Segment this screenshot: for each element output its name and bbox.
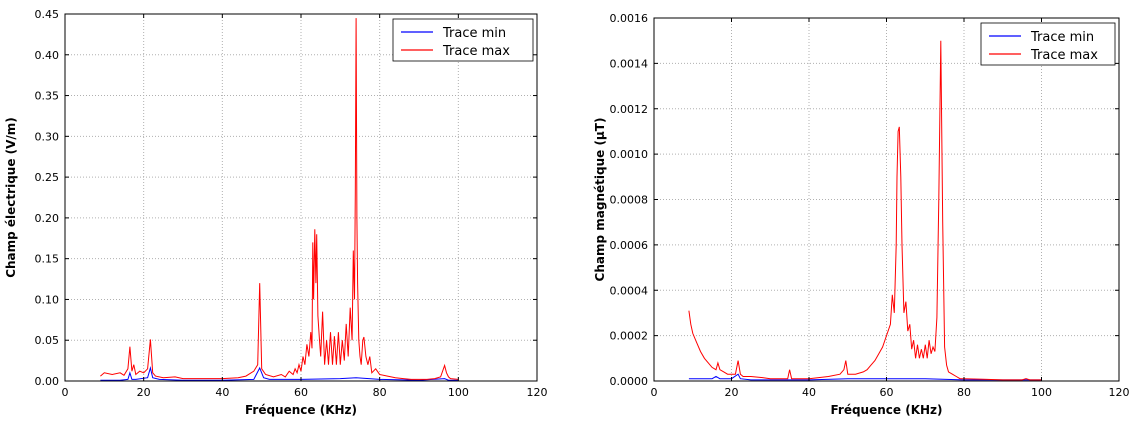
y-tick-label: 0.35 bbox=[35, 90, 60, 103]
y-tick-label: 0.0010 bbox=[610, 148, 649, 161]
y-tick-label: 0.20 bbox=[35, 212, 60, 225]
x-tick-label: 0 bbox=[651, 386, 658, 399]
legend: Trace min Trace max bbox=[392, 18, 534, 62]
y-tick-label: 0.05 bbox=[35, 334, 60, 347]
x-tick-label: 60 bbox=[880, 386, 894, 399]
legend-label: Trace min bbox=[1030, 30, 1094, 45]
y-tick-label: 0.00 bbox=[35, 375, 60, 388]
chart-svg-1: 0 20 40 60 80 100 120 0.0000 0.0002 0.0004 0.0006 0… bbox=[593, 12, 1130, 417]
series-line-trace-max bbox=[100, 18, 459, 380]
y-tick-label: 0.0012 bbox=[610, 103, 649, 116]
x-tick-label: 100 bbox=[1031, 386, 1052, 399]
x-tick-label: 20 bbox=[137, 386, 151, 399]
y-tick-label: 0.10 bbox=[35, 293, 60, 306]
x-tick-label: 60 bbox=[294, 386, 308, 399]
y-tick-label: 0.0014 bbox=[610, 57, 649, 70]
y-tick-label: 0.0016 bbox=[610, 12, 649, 25]
chart-svg-0: 0 20 40 60 80 100 120 0.00 0.05 0.10 0.15 0.20 0.25 0… bbox=[4, 8, 548, 417]
legend-box bbox=[980, 22, 1116, 66]
grid-lines bbox=[653, 17, 1120, 382]
y-tick-label: 0.0002 bbox=[610, 330, 649, 343]
x-tick-label: 100 bbox=[448, 386, 469, 399]
electric-field-chart: 0 20 40 60 80 100 120 0.00 0.05 0.10 0.15 0.20 0.25 0… bbox=[4, 8, 548, 417]
series-line-trace-min bbox=[100, 366, 459, 381]
y-tick-label: 0.0008 bbox=[610, 194, 649, 207]
series-line-trace-max bbox=[688, 40, 1042, 381]
x-tick-label: 80 bbox=[373, 386, 387, 399]
x-axis-label: Fréquence (KHz) bbox=[830, 403, 942, 417]
y-tick-label: 0.15 bbox=[35, 253, 60, 266]
y-tick-label: 0.0004 bbox=[610, 284, 649, 297]
series-line-trace-min bbox=[688, 373, 1042, 381]
x-tick-label: 0 bbox=[62, 386, 69, 399]
y-tick-label: 0.45 bbox=[35, 8, 60, 21]
x-tick-label: 20 bbox=[725, 386, 739, 399]
legend: Trace min Trace max bbox=[980, 22, 1116, 66]
x-axis-label: Fréquence (KHz) bbox=[245, 403, 357, 417]
x-tick-label: 40 bbox=[802, 386, 816, 399]
magnetic-field-chart: 0 20 40 60 80 100 120 0.0000 0.0002 0.0004 0.0006 0… bbox=[569, 0, 1138, 421]
y-tick-label: 0.30 bbox=[35, 130, 60, 143]
x-tick-label: 120 bbox=[1109, 386, 1130, 399]
x-tick-label: 40 bbox=[215, 386, 229, 399]
y-axis-label: Champ magnétique (µT) bbox=[593, 118, 607, 282]
legend-label: Trace max bbox=[442, 44, 510, 59]
y-axis-label: Champ électrique (V/m) bbox=[4, 117, 18, 278]
grid-lines bbox=[64, 13, 538, 382]
legend-label: Trace min bbox=[442, 26, 506, 41]
legend-box bbox=[392, 18, 534, 62]
y-tick-label: 0.25 bbox=[35, 171, 60, 184]
x-tick-label: 80 bbox=[957, 386, 971, 399]
x-tick-label: 120 bbox=[527, 386, 548, 399]
y-tick-label: 0.0000 bbox=[610, 375, 649, 388]
legend-label: Trace max bbox=[1030, 48, 1098, 63]
y-tick-label: 0.40 bbox=[35, 49, 60, 62]
y-tick-label: 0.0006 bbox=[610, 239, 649, 252]
